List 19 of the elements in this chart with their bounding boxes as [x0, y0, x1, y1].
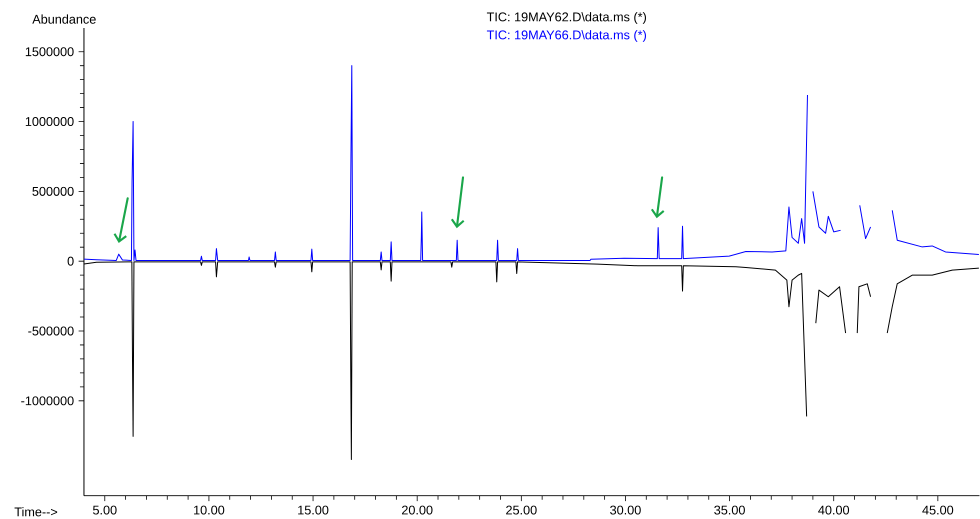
x-tick-label: 10.00 — [194, 506, 224, 515]
x-tick-label: 30.00 — [610, 506, 641, 515]
y-axis-title: Abundance — [32, 14, 96, 24]
y-tick-label: 500000 — [32, 186, 74, 196]
x-tick-label: 5.00 — [92, 506, 117, 515]
y-tick-label: -1000000 — [21, 396, 74, 406]
y-tick-label: 1500000 — [26, 47, 74, 56]
x-tick-label: 25.00 — [506, 506, 537, 515]
y-tick-label: 1000000 — [26, 117, 74, 126]
x-tick-label: 15.00 — [298, 506, 328, 515]
x-tick-label: 45.00 — [922, 506, 954, 515]
y-tick-label: 0 — [68, 256, 74, 266]
x-tick-label: 20.00 — [402, 506, 433, 515]
text: TIC: 19MAY66.D\data.ms (*) — [486, 30, 646, 42]
y-tick-label: -500000 — [28, 326, 74, 336]
text: TIC: 19MAY62.D\data.ms (*) — [486, 12, 646, 24]
x-tick-label: 40.00 — [818, 506, 850, 515]
x-axis-title: Time--> — [14, 507, 58, 517]
x-tick-label: 35.00 — [714, 506, 745, 515]
